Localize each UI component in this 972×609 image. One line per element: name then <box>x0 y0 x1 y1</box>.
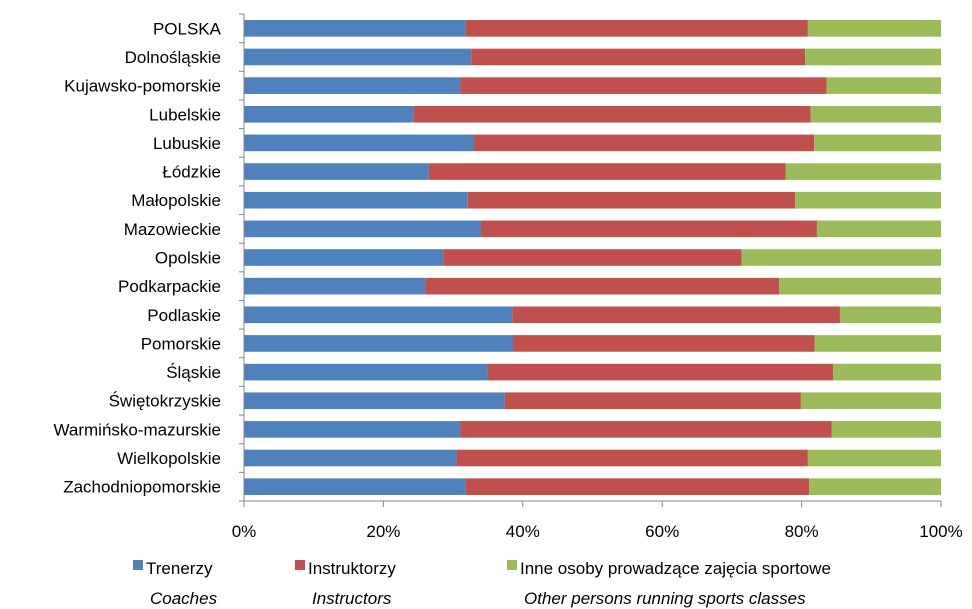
bar-segment-3-row-15 <box>831 421 941 438</box>
bar-segment-2-row-15 <box>460 421 832 438</box>
bar-segment-2-row-3 <box>460 77 827 94</box>
x-tick-labels: 0% 20% 40% 60% 80% 100% <box>232 522 963 541</box>
legend-label-2: Instruktorzy <box>308 559 396 578</box>
bar-segment-2-row-8 <box>480 220 817 238</box>
bar-segment-2-row-16 <box>456 449 808 467</box>
x-tick-label: 100% <box>919 522 962 541</box>
bar-segment-3-row-11 <box>839 306 941 324</box>
legend-label-3: Inne osoby prowadzące zajęcia sportowe <box>520 559 831 578</box>
bar-segment-3-row-16 <box>807 449 941 467</box>
legend-swatch-2 <box>295 560 305 570</box>
bar-segment-3-row-4 <box>810 105 941 123</box>
bar-segment-2-row-4 <box>413 105 811 123</box>
bar-segment-1-row-9 <box>244 249 444 266</box>
category-label: Kujawsko-pomorskie <box>64 77 221 96</box>
x-tick-label: 20% <box>366 522 400 541</box>
bar-segment-1-row-1 <box>244 20 466 37</box>
category-label: POLSKA <box>153 19 222 38</box>
category-label: Małopolskie <box>131 191 221 210</box>
bar-segment-2-row-9 <box>443 249 742 266</box>
bar-segment-1-row-7 <box>244 191 468 209</box>
category-label: Lubuskie <box>153 134 221 153</box>
bar-segment-2-row-2 <box>471 48 806 66</box>
bar-segment-3-row-1 <box>807 20 941 37</box>
legend-swatch-3 <box>507 560 517 570</box>
axes-group <box>239 13 942 507</box>
bar-segment-3-row-10 <box>779 277 941 295</box>
x-tick-label: 80% <box>785 522 819 541</box>
category-label: Warmińsko-mazurskie <box>53 420 221 439</box>
bar-segment-2-row-11 <box>512 306 840 324</box>
bar-segment-2-row-13 <box>487 363 833 381</box>
bar-segment-2-row-17 <box>465 478 810 495</box>
x-tick-label: 40% <box>506 522 540 541</box>
bar-segment-2-row-1 <box>465 20 808 37</box>
category-label: Łódzkie <box>162 163 221 182</box>
category-label: Opolskie <box>155 249 221 268</box>
bar-segment-1-row-8 <box>244 220 481 238</box>
bar-segment-2-row-7 <box>467 191 796 209</box>
bar-segment-1-row-11 <box>244 306 513 324</box>
bar-segment-1-row-5 <box>244 134 475 152</box>
bar-segment-3-row-14 <box>800 392 941 410</box>
bar-segment-3-row-6 <box>785 163 941 180</box>
bar-segment-3-row-17 <box>809 478 941 495</box>
bars-group <box>244 20 941 495</box>
bar-segment-3-row-13 <box>832 363 941 381</box>
legend-sublabel-3: Other persons running sports classes <box>524 589 806 608</box>
x-tick-label: 60% <box>645 522 679 541</box>
bar-segment-3-row-12 <box>814 335 941 352</box>
bar-segment-1-row-13 <box>244 363 488 381</box>
bar-segment-3-row-2 <box>805 48 941 66</box>
bar-segment-1-row-2 <box>244 48 472 66</box>
bar-segment-2-row-10 <box>425 277 780 295</box>
legend: Trenerzy Coaches Instruktorzy Instructors In… <box>133 559 831 608</box>
bar-segment-3-row-5 <box>814 134 941 152</box>
category-labels: POLSKA Dolnośląskie Kujawsko-pomorskie Lube… <box>53 19 221 496</box>
x-tick-label: 0% <box>232 522 257 541</box>
legend-label-1: Trenerzy <box>146 559 213 578</box>
bar-segment-1-row-10 <box>244 277 426 295</box>
category-label: Zachodniopomorskie <box>63 478 221 497</box>
legend-sublabel-1: Coaches <box>150 589 218 608</box>
bar-segment-2-row-5 <box>474 134 815 152</box>
bar-segment-2-row-14 <box>504 392 801 410</box>
bar-segment-1-row-6 <box>244 163 429 180</box>
bar-segment-3-row-9 <box>741 249 941 266</box>
legend-swatch-1 <box>133 560 143 570</box>
bar-segment-3-row-3 <box>826 77 941 94</box>
bar-segment-1-row-12 <box>244 335 514 352</box>
bar-segment-1-row-4 <box>244 105 414 123</box>
category-label: Podlaskie <box>147 306 221 325</box>
bar-segment-1-row-14 <box>244 392 505 410</box>
category-label: Podkarpackie <box>118 277 221 296</box>
category-label: Dolnośląskie <box>125 48 221 67</box>
bar-segment-2-row-12 <box>513 335 815 352</box>
bar-segment-1-row-3 <box>244 77 461 94</box>
category-label: Śląskie <box>166 363 221 382</box>
bar-segment-1-row-17 <box>244 478 466 495</box>
bar-segment-2-row-6 <box>428 163 786 180</box>
category-label: Pomorskie <box>141 334 221 353</box>
category-label: Świętokrzyskie <box>109 392 221 411</box>
bar-segment-1-row-16 <box>244 449 457 467</box>
bar-segment-3-row-7 <box>795 191 941 209</box>
bar-segment-1-row-15 <box>244 421 461 438</box>
category-label: Mazowieckie <box>124 220 221 239</box>
legend-sublabel-2: Instructors <box>312 589 392 608</box>
bar-segment-3-row-8 <box>816 220 941 238</box>
category-label: Lubelskie <box>149 105 221 124</box>
category-label: Wielkopolskie <box>117 449 221 468</box>
